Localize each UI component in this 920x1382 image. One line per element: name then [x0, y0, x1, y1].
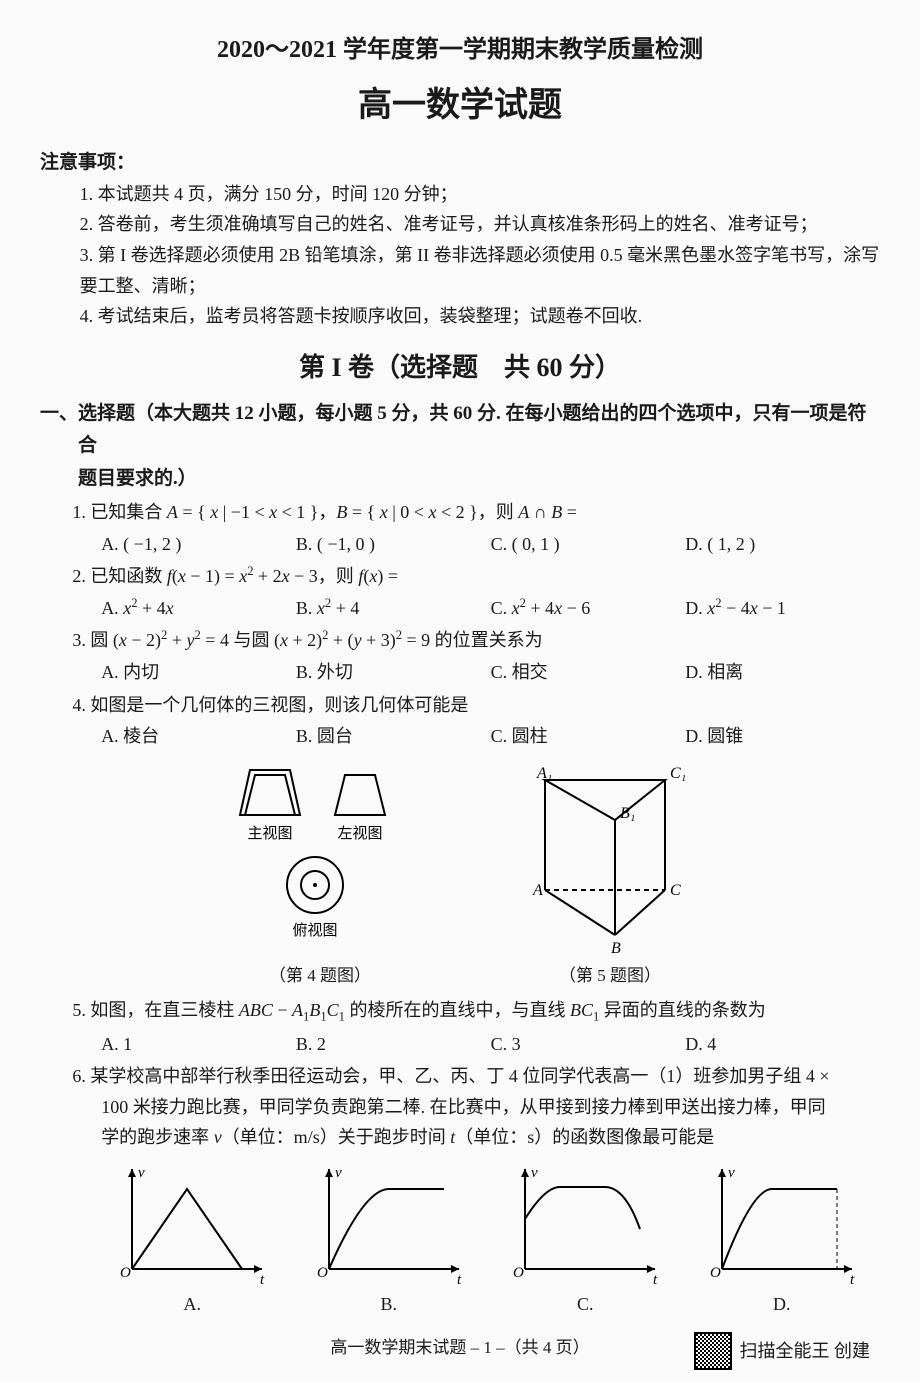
q1-stem: 1. 已知集合 A = { x | −1 < x < 1 }，B = { x |…	[40, 497, 880, 528]
svg-text:t: t	[653, 1272, 658, 1288]
svg-text:O: O	[317, 1265, 328, 1281]
graph-d-icon: O v t	[702, 1159, 862, 1289]
label-A1: A₁	[536, 765, 552, 782]
top-view-label: 俯视图	[292, 922, 337, 939]
q3-D: D. 相离	[685, 657, 880, 688]
q6-graph-C: O v t C.	[505, 1159, 665, 1320]
q5-A: A. 1	[101, 1029, 296, 1060]
figures-row: 主视图 左视图 俯视图 （第 4 题图）	[40, 760, 880, 991]
notice-item: 1. 本试题共 4 页，满分 150 分，时间 120 分钟；	[80, 179, 880, 210]
q4-A: A. 棱台	[101, 721, 296, 752]
graph-b-icon: O v t	[309, 1159, 469, 1289]
q5-options: A. 1 B. 2 C. 3 D. 4	[40, 1029, 880, 1060]
q3-stem: 3. 圆 (x − 2)2 + y2 = 4 与圆 (x + 2)2 + (y …	[40, 625, 880, 656]
q4-figure: 主视图 左视图 俯视图 （第 4 题图）	[225, 760, 415, 991]
q1-C: C. ( 0, 1 )	[491, 529, 686, 560]
q1-B: B. ( −1, 0 )	[296, 529, 491, 560]
q6-graphs: O v t A. O v t B.	[40, 1159, 880, 1320]
label-B1: B₁	[620, 805, 635, 822]
q2-A: A. x2 + 4x	[101, 593, 296, 624]
q5-fig-caption: （第 5 题图）	[559, 962, 661, 991]
section1-instr: 一、选择题（本大题共 12 小题，每小题 5 分，共 60 分. 在每小题给出的…	[40, 398, 880, 463]
prism-icon: A₁ C₁ B₁ A C B	[525, 760, 695, 960]
q5-figure: A₁ C₁ B₁ A C B （第 5 题图）	[525, 760, 695, 991]
q5-B: B. 2	[296, 1029, 491, 1060]
q2-B: B. x2 + 4	[296, 593, 491, 624]
q5-stem: 5. 如图，在直三棱柱 ABC − A1B1C1 的棱所在的直线中，与直线 BC…	[40, 995, 880, 1028]
q6-opt-B: B.	[380, 1289, 397, 1320]
q3-C: C. 相交	[491, 657, 686, 688]
notice-list: 1. 本试题共 4 页，满分 150 分，时间 120 分钟； 2. 答卷前，考…	[40, 179, 880, 332]
label-B: B	[611, 940, 621, 957]
three-view-icon: 主视图 左视图 俯视图	[225, 760, 415, 960]
q2-C: C. x2 + 4x − 6	[491, 593, 686, 624]
notice-item: 2. 答卷前，考生须准确填写自己的姓名、准考证号，并认真核准条形码上的姓名、准考…	[80, 209, 880, 240]
q1-D: D. ( 1, 2 )	[685, 529, 880, 560]
q6-opt-A: A.	[184, 1289, 202, 1320]
svg-text:O: O	[513, 1265, 524, 1281]
label-A: A	[532, 882, 543, 899]
svg-text:t: t	[457, 1272, 462, 1288]
scanner-watermark: 扫描全能王 创建	[694, 1332, 871, 1370]
q3-B: B. 外切	[296, 657, 491, 688]
q6-graph-D: O v t D.	[702, 1159, 862, 1320]
svg-text:v: v	[531, 1165, 538, 1181]
graph-a-icon: O v t	[112, 1159, 272, 1289]
svg-text:O: O	[710, 1265, 721, 1281]
q6-opt-D: D.	[773, 1289, 791, 1320]
q5-D: D. 4	[685, 1029, 880, 1060]
q4-options: A. 棱台 B. 圆台 C. 圆柱 D. 圆锥	[40, 721, 880, 752]
section1-title: 第 I 卷（选择题 共 60 分）	[40, 346, 880, 390]
header-line1: 2020～2021 学年度第一学期期末教学质量检测	[40, 30, 880, 71]
notice-item: 4. 考试结束后，监考员将答题卡按顺序收回，装袋整理；试题卷不回收.	[80, 301, 880, 332]
q2-stem: 2. 已知函数 f(x − 1) = x2 + 2x − 3，则 f(x) =	[40, 561, 880, 592]
qr-icon	[694, 1332, 732, 1370]
q6-opt-C: C.	[577, 1289, 594, 1320]
q2-options: A. x2 + 4x B. x2 + 4 C. x2 + 4x − 6 D. x…	[40, 593, 880, 624]
q6-line1: 6. 某学校高中部举行秋季田径运动会，甲、乙、丙、丁 4 位同学代表高一（1）班…	[40, 1061, 880, 1092]
q6-graph-A: O v t A.	[112, 1159, 272, 1320]
scanner-label: 扫描全能王 创建	[740, 1336, 871, 1367]
q5-C: C. 3	[491, 1029, 686, 1060]
svg-text:v: v	[728, 1165, 735, 1181]
q4-C: C. 圆柱	[491, 721, 686, 752]
label-C1: C₁	[670, 765, 686, 782]
svg-text:v: v	[335, 1165, 342, 1181]
label-C: C	[670, 882, 681, 899]
q6-line3: 学的跑步速率 v（单位：m/s）关于跑步时间 t（单位：s）的函数图像最可能是	[40, 1122, 880, 1153]
svg-text:t: t	[850, 1272, 855, 1288]
svg-text:t: t	[260, 1272, 265, 1288]
q4-fig-caption: （第 4 题图）	[269, 962, 371, 991]
header-line2: 高一数学试题	[40, 77, 880, 135]
notice-heading: 注意事项：	[40, 147, 880, 179]
notice-item: 3. 第 I 卷选择题必须使用 2B 铅笔填涂，第 II 卷非选择题必须使用 0…	[80, 240, 880, 301]
q6-graph-B: O v t B.	[309, 1159, 469, 1320]
section1-instr-cont: 题目要求的.）	[40, 463, 880, 495]
graph-c-icon: O v t	[505, 1159, 665, 1289]
q3-options: A. 内切 B. 外切 C. 相交 D. 相离	[40, 657, 880, 688]
q4-D: D. 圆锥	[685, 721, 880, 752]
q1-A: A. ( −1, 2 )	[101, 529, 296, 560]
q3-A: A. 内切	[101, 657, 296, 688]
q4-stem: 4. 如图是一个几何体的三视图，则该几何体可能是	[40, 690, 880, 721]
side-view-label: 左视图	[337, 825, 382, 842]
q1-options: A. ( −1, 2 ) B. ( −1, 0 ) C. ( 0, 1 ) D.…	[40, 529, 880, 560]
q4-B: B. 圆台	[296, 721, 491, 752]
svg-text:v: v	[138, 1165, 145, 1181]
svg-text:O: O	[120, 1265, 131, 1281]
exam-page: 2020～2021 学年度第一学期期末教学质量检测 高一数学试题 注意事项： 1…	[0, 0, 920, 1382]
q6-line2: 100 米接力跑比赛，甲同学负责跑第二棒. 在比赛中，从甲接到接力棒到甲送出接力…	[40, 1092, 880, 1123]
q2-D: D. x2 − 4x − 1	[685, 593, 880, 624]
front-view-label: 主视图	[247, 825, 292, 842]
